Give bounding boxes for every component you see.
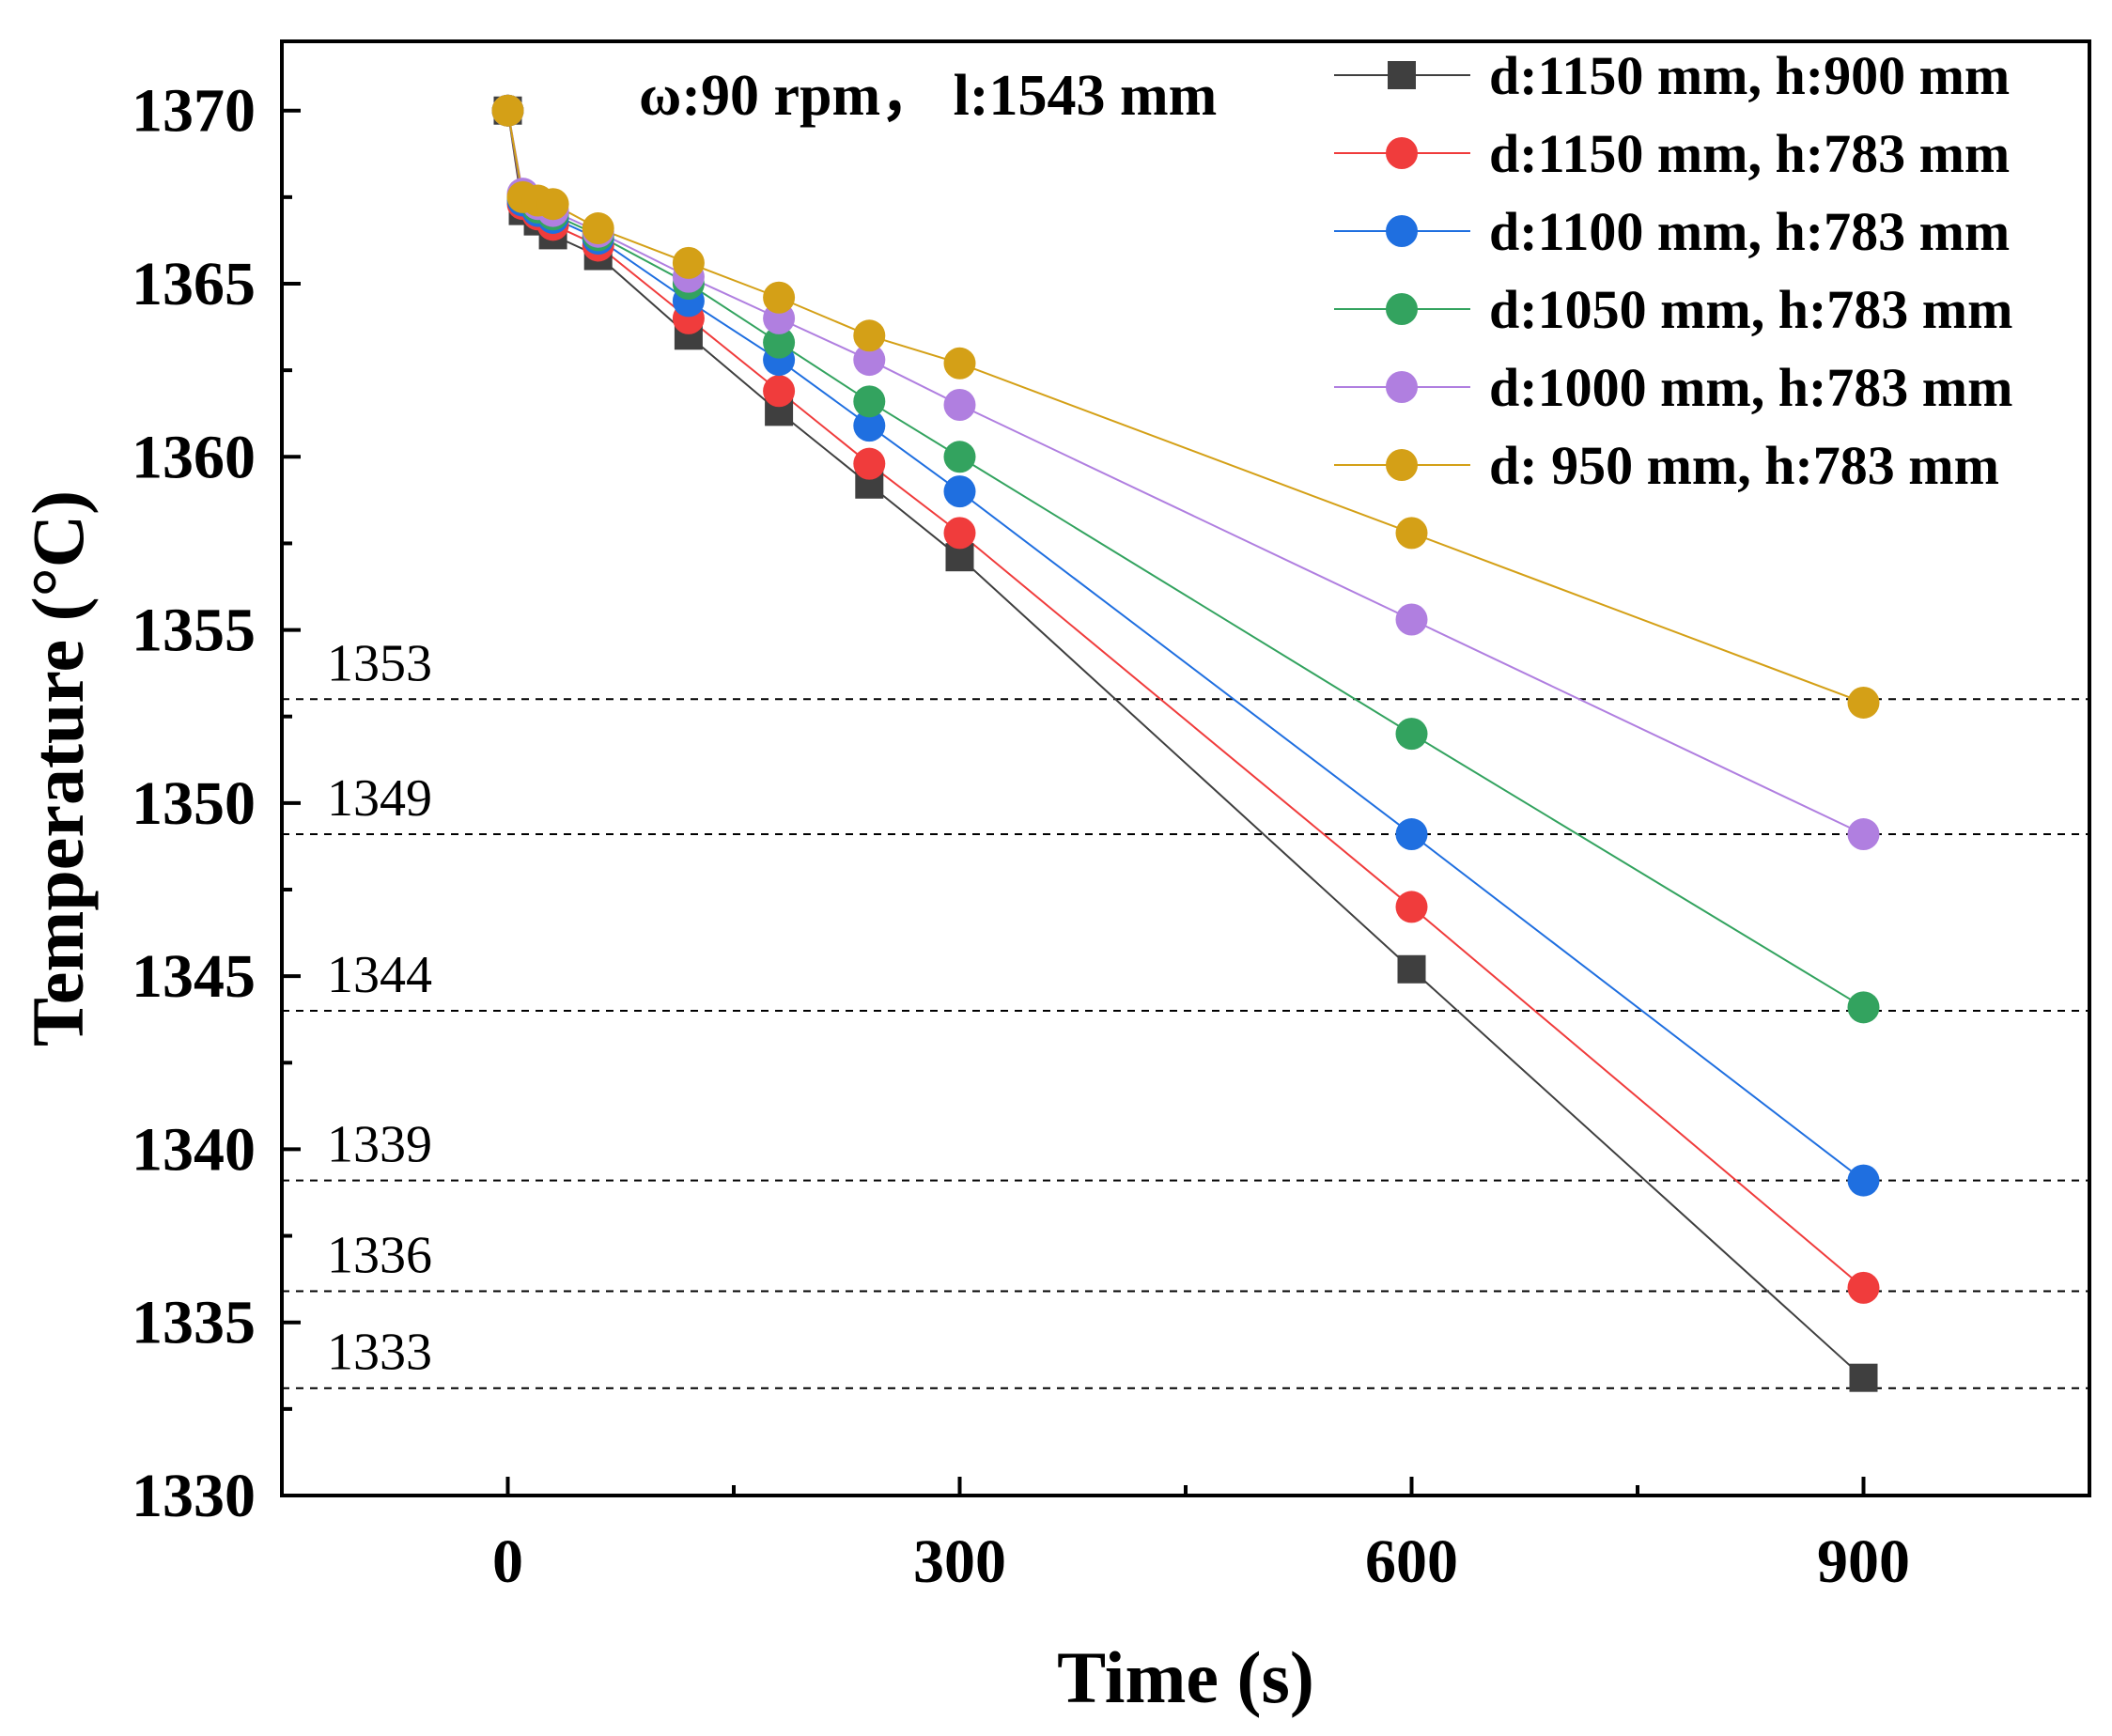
reference-label-1333: 1333 bbox=[327, 1324, 432, 1382]
y-tick-label: 1340 bbox=[132, 1115, 256, 1184]
series-6-point bbox=[853, 319, 886, 352]
series-5-point bbox=[853, 344, 886, 377]
reference-lines: 1353 1349 1344 1339 1336 1333 bbox=[282, 634, 2089, 1389]
reference-label-1336: 1336 bbox=[327, 1227, 432, 1285]
series-5-point bbox=[943, 389, 976, 421]
series-6-point bbox=[1847, 686, 1880, 719]
series-6-point bbox=[763, 281, 796, 314]
x-tick-label: 300 bbox=[913, 1527, 1006, 1596]
reference-label-1339: 1339 bbox=[327, 1116, 432, 1174]
x-axis-title: Time (s) bbox=[1057, 1636, 1314, 1718]
x-tick-label: 600 bbox=[1365, 1527, 1458, 1596]
series-markers bbox=[491, 94, 1880, 1392]
legend-marker-5 bbox=[1386, 371, 1418, 403]
series-3-point bbox=[1395, 818, 1428, 851]
y-tick-label: 1345 bbox=[132, 942, 256, 1011]
series-3-point bbox=[943, 475, 976, 508]
y-tick-label: 1360 bbox=[132, 423, 256, 491]
series-2-point bbox=[943, 517, 976, 550]
legend-marker-6 bbox=[1386, 449, 1418, 481]
series-3-point bbox=[1847, 1164, 1880, 1197]
series-6-point bbox=[491, 94, 524, 127]
reference-label-1353: 1353 bbox=[327, 634, 432, 692]
series-4-point bbox=[1847, 991, 1880, 1024]
legend-marker-4 bbox=[1386, 293, 1418, 325]
series-4-point bbox=[943, 441, 976, 473]
series-6-point bbox=[943, 347, 976, 380]
annotation-text: ω:90 rpm， l:1543 mm bbox=[639, 64, 1217, 128]
legend-label-6: d: 950 mm, h:783 mm bbox=[1489, 435, 1999, 496]
legend-label-5: d:1000 mm, h:783 mm bbox=[1489, 357, 2012, 418]
series-6-point bbox=[1395, 517, 1428, 550]
series-2-point bbox=[853, 447, 886, 480]
legend-label-4: d:1050 mm, h:783 mm bbox=[1489, 279, 2012, 340]
series-2-point bbox=[1847, 1271, 1880, 1304]
x-tick-label: 0 bbox=[492, 1527, 523, 1596]
series-4-point bbox=[853, 385, 886, 418]
series-1-point bbox=[1849, 1363, 1878, 1392]
legend-label-1: d:1150 mm, h:900 mm bbox=[1489, 45, 2010, 106]
legend-marker-3 bbox=[1386, 215, 1418, 247]
y-tick-label: 1350 bbox=[132, 769, 256, 838]
reference-label-1344: 1344 bbox=[327, 946, 432, 1004]
series-6-point bbox=[536, 188, 569, 221]
series-4-point bbox=[1395, 718, 1428, 751]
y-tick-label: 1335 bbox=[132, 1289, 256, 1357]
x-tick-label: 900 bbox=[1817, 1527, 1910, 1596]
series-1-point bbox=[1397, 954, 1426, 984]
axes: 0 300 600 900 1330 1335 1340 1345 1350 1355 1360 13… bbox=[132, 77, 1910, 1596]
y-axis-title: Temperature (°C) bbox=[17, 490, 99, 1046]
series-5-point bbox=[1395, 603, 1428, 636]
series-2-point bbox=[1395, 891, 1428, 923]
series-3-point bbox=[853, 410, 886, 442]
y-tick-label: 1355 bbox=[132, 597, 256, 665]
y-tick-label: 1330 bbox=[132, 1462, 256, 1530]
legend-label-3: d:1100 mm, h:783 mm bbox=[1489, 201, 2010, 262]
legend-marker-1 bbox=[1388, 61, 1416, 89]
y-tick-label: 1365 bbox=[132, 250, 256, 318]
reference-label-1349: 1349 bbox=[327, 769, 432, 828]
legend: d:1150 mm, h:900 mm d:1150 mm, h:783 mm d:… bbox=[1334, 45, 2012, 496]
series-2-point bbox=[763, 375, 796, 408]
y-tick-label: 1370 bbox=[132, 77, 256, 146]
series-4-point bbox=[763, 326, 796, 359]
series-6-point bbox=[582, 212, 614, 245]
legend-marker-2 bbox=[1386, 137, 1418, 169]
legend-label-2: d:1150 mm, h:783 mm bbox=[1489, 123, 2010, 184]
series-6-point bbox=[672, 246, 705, 279]
series-5-point bbox=[1847, 818, 1880, 851]
